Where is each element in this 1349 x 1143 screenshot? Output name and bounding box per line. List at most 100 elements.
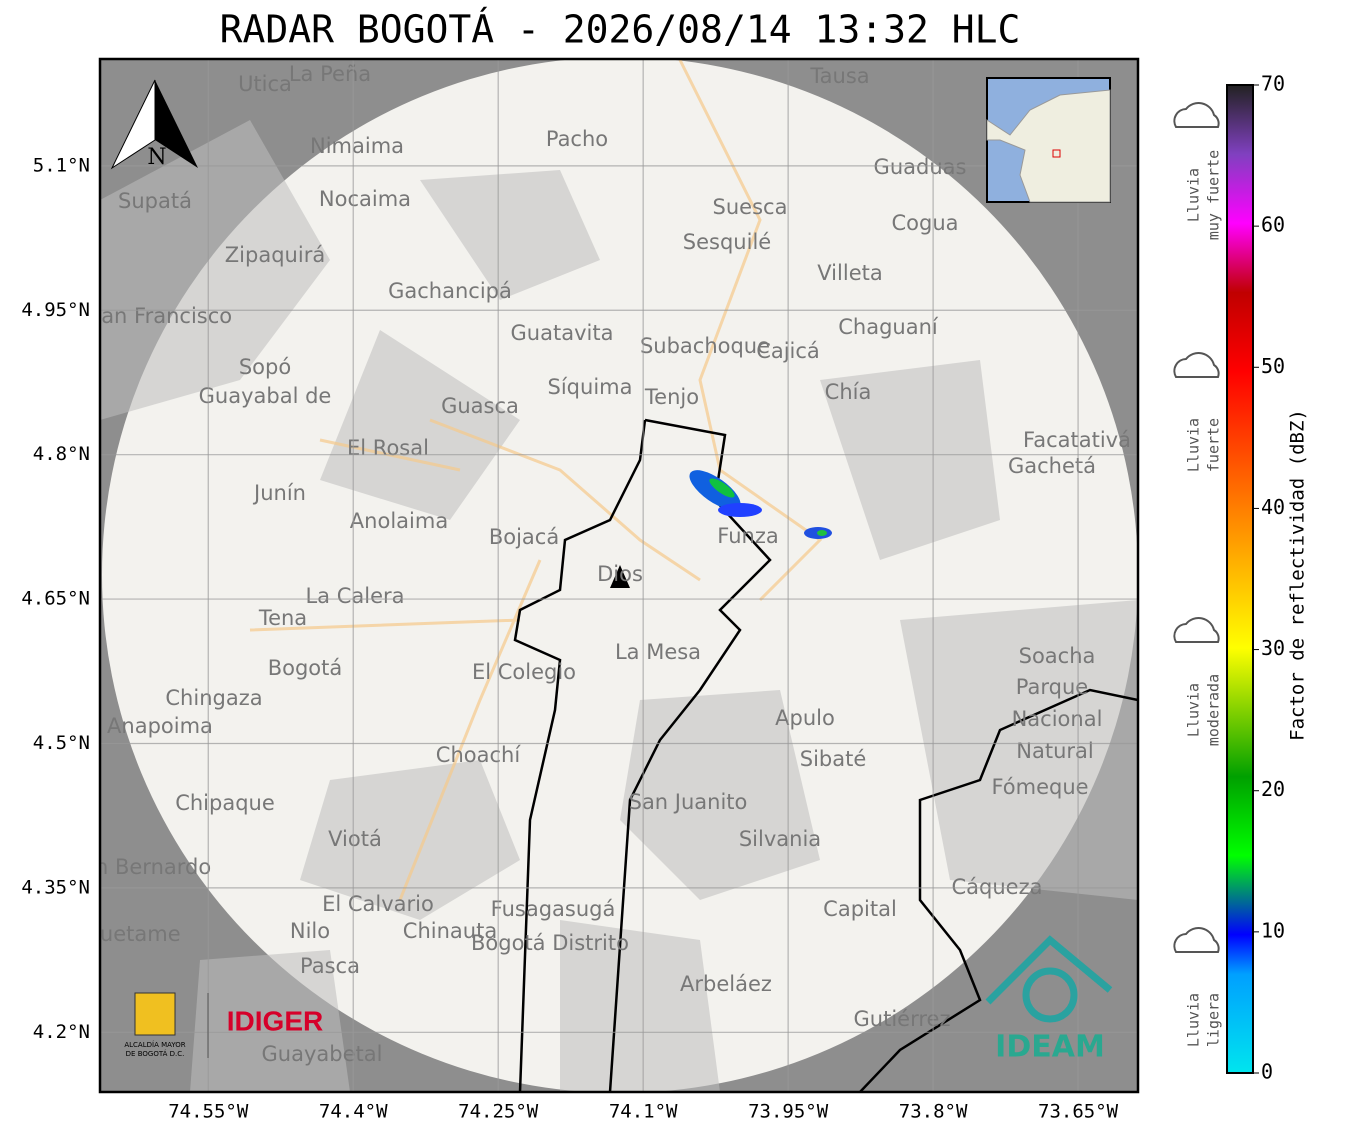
rain-level-label: moderada bbox=[1205, 674, 1223, 746]
lat-tick-label: 4.35°N bbox=[21, 876, 90, 898]
colorbar-label: Factor de reflectividad (dBZ) bbox=[1287, 409, 1309, 741]
place-label: Facatativá bbox=[1023, 428, 1131, 452]
place-label: San Bernardo bbox=[69, 855, 211, 879]
place-label: Síquima bbox=[548, 375, 633, 399]
logo-text: IDIGER bbox=[227, 1005, 323, 1036]
lat-tick-label: 4.65°N bbox=[21, 588, 90, 610]
rain-level-label: Lluvia bbox=[1185, 993, 1203, 1047]
place-label: Nilo bbox=[290, 919, 330, 943]
colorbar-tick-label: 30 bbox=[1261, 636, 1285, 660]
place-label: Pasca bbox=[300, 954, 360, 978]
place-label: Soacha bbox=[1019, 644, 1096, 668]
boundaries bbox=[513, 418, 1138, 1092]
colorbar-tick-label: 50 bbox=[1261, 354, 1285, 378]
logo-text: DE BOGOTÁ D.C. bbox=[126, 1049, 185, 1058]
lat-tick-label: 4.8°N bbox=[33, 443, 90, 465]
rain-level-label: muy fuerte bbox=[1205, 150, 1223, 240]
lon-tick-label: 74.1°W bbox=[609, 1101, 678, 1123]
place-label: Chía bbox=[825, 380, 872, 404]
place-label: La Mesa bbox=[615, 640, 701, 664]
rain-level-label: Lluvia bbox=[1185, 683, 1203, 737]
rain-level-label: ligera bbox=[1205, 993, 1223, 1047]
lon-tick-label: 74.55°W bbox=[168, 1101, 249, 1123]
logo-text: IDEAM bbox=[995, 1030, 1105, 1065]
place-label: Bojacá bbox=[489, 525, 559, 549]
place-label: Junín bbox=[252, 481, 306, 505]
place-label: Nacional bbox=[1012, 707, 1103, 731]
place-label: Chipaque bbox=[175, 791, 275, 815]
place-label: Sibaté bbox=[800, 747, 867, 771]
place-label: Cogua bbox=[891, 211, 958, 235]
lon-tick-label: 74.4°W bbox=[319, 1101, 388, 1123]
place-label: Cáqueza bbox=[952, 875, 1043, 899]
place-label: Supatá bbox=[118, 189, 192, 213]
colorbar-tick-label: 60 bbox=[1261, 213, 1285, 237]
radar-echoes bbox=[689, 470, 832, 539]
place-label: Choachí bbox=[436, 743, 522, 767]
place-label: Chingaza bbox=[165, 686, 262, 710]
lon-tick-label: 73.65°W bbox=[1038, 1101, 1119, 1123]
place-label: Anolaima bbox=[350, 509, 448, 533]
colorbar-tick-label: 10 bbox=[1261, 918, 1285, 942]
map-frame bbox=[98, 57, 1140, 1094]
place-label: San Juanito bbox=[629, 790, 748, 814]
colorbar bbox=[1226, 84, 1254, 1074]
place-label: Gachetá bbox=[1008, 454, 1096, 478]
place-label: Bogotá Distrito bbox=[471, 931, 629, 955]
title: RADAR BOGOTÁ - 2026/08/14 13:32 HLC bbox=[220, 8, 1021, 52]
place-label: Guayabetal bbox=[262, 1042, 383, 1066]
rain-level-label: Lluvia bbox=[1185, 418, 1203, 472]
place-label: Guayabal de bbox=[199, 384, 332, 408]
place-label: La Calera bbox=[305, 584, 404, 608]
place-label: Chaguaní bbox=[838, 315, 939, 339]
rain-icon bbox=[1173, 352, 1220, 378]
place-label: Gutiérrez bbox=[854, 1007, 951, 1031]
rain-icon bbox=[1173, 927, 1220, 953]
colorbar-tick-label: 40 bbox=[1261, 495, 1285, 519]
place-label: La Peña bbox=[289, 62, 371, 86]
place-label: El Calvario bbox=[322, 892, 434, 916]
place-label: Natural bbox=[1016, 739, 1093, 763]
inset-map bbox=[986, 77, 1111, 203]
place-label: Capital bbox=[823, 897, 897, 921]
terrain bbox=[100, 120, 1138, 1092]
lon-tick-label: 73.95°W bbox=[748, 1101, 829, 1123]
place-label: Guatavita bbox=[511, 321, 614, 345]
place-label: Tausa bbox=[809, 64, 869, 88]
place-label: Funza bbox=[717, 524, 778, 548]
place-label: Nocaima bbox=[319, 187, 411, 211]
place-label: Apulo bbox=[775, 706, 835, 730]
place-label: Villeta bbox=[817, 261, 882, 285]
place-label: Sopó bbox=[239, 355, 291, 379]
place-label: Dios bbox=[597, 562, 643, 586]
place-label: Utica bbox=[238, 72, 292, 96]
place-label: Nimaima bbox=[310, 134, 404, 158]
colorbar-tick-label: 0 bbox=[1261, 1060, 1273, 1084]
lat-tick-label: 4.2°N bbox=[33, 1021, 90, 1043]
place-label: San Francisco bbox=[88, 304, 232, 328]
logos: ALCALDÍA MAYOR DE BOGOTÁ D.C. IDIGER IDE… bbox=[124, 935, 1113, 1065]
rain-icon bbox=[1173, 102, 1220, 128]
place-label: Subachoque bbox=[640, 334, 770, 358]
place-label: El Rosal bbox=[347, 436, 429, 460]
lat-tick-label: 4.5°N bbox=[33, 732, 90, 754]
place-label: Sesquilé bbox=[683, 230, 771, 254]
rain-level-label: fuerte bbox=[1205, 418, 1223, 472]
place-label: Silvania bbox=[739, 827, 821, 851]
place-label: Fómeque bbox=[991, 775, 1088, 799]
place-label: Guasca bbox=[441, 394, 519, 418]
place-label: Chinauta bbox=[403, 919, 497, 943]
place-label: Parque bbox=[1016, 675, 1088, 699]
place-label: Bogotá bbox=[268, 656, 343, 680]
place-label: Pacho bbox=[546, 127, 608, 151]
logo-text: ALCALDÍA MAYOR bbox=[124, 1040, 185, 1049]
lon-tick-label: 73.8°W bbox=[899, 1101, 968, 1123]
place-label: Viotá bbox=[328, 827, 382, 851]
place-label: Fusagasugá bbox=[491, 897, 616, 921]
colorbar-tick-label: 20 bbox=[1261, 777, 1285, 801]
rain-level-label: Lluvia bbox=[1185, 168, 1203, 222]
rain-icon bbox=[1173, 617, 1220, 643]
place-label: Zipaquirá bbox=[225, 243, 325, 267]
place-label: Gachancipá bbox=[388, 279, 512, 303]
